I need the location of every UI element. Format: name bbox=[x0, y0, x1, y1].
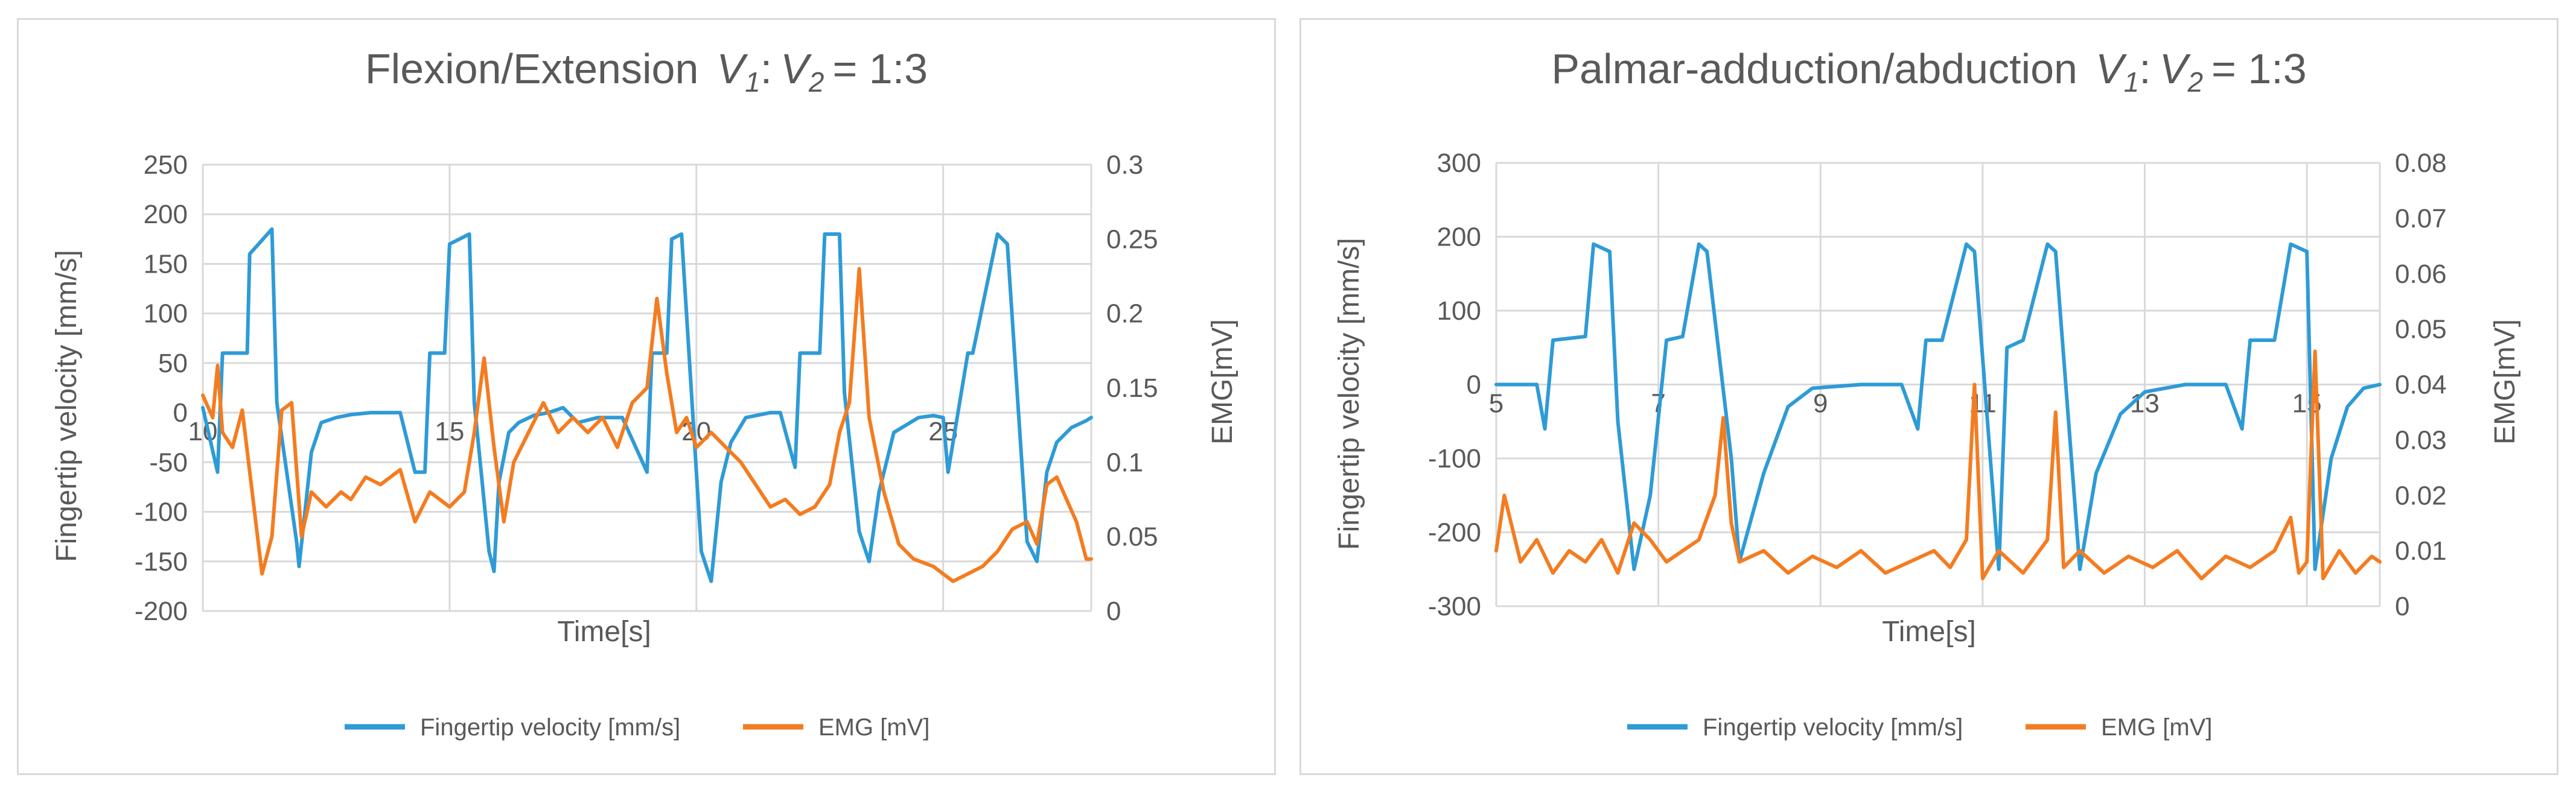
y-tick-left: 200 bbox=[144, 200, 188, 229]
y-tick-left: -50 bbox=[149, 448, 188, 477]
y-tick-left: -100 bbox=[1428, 444, 1481, 474]
y-tick-right: 0.3 bbox=[1106, 150, 1143, 180]
y-tick-left: 250 bbox=[144, 150, 188, 180]
y-tick-right: 0.01 bbox=[2395, 536, 2447, 566]
x-axis-label: Time[s] bbox=[557, 616, 651, 648]
chart-panel-palmar: Palmar-adduction/abduction V1: V2 = 1:3 300… bbox=[1299, 18, 2558, 775]
y-axis-right-label: EMG[mV] bbox=[2489, 319, 2521, 445]
y-tick-right: 0.03 bbox=[2395, 425, 2447, 455]
y-axis-left-label: Fingertip velocity [mm/s] bbox=[51, 250, 83, 562]
y-tick-left: 100 bbox=[144, 299, 188, 329]
series-line-velocity bbox=[201, 227, 1093, 583]
chart-panel-flexion: Flexion/Extension V1: V2 = 1:3 250 200 150 100… bbox=[17, 18, 1276, 775]
y-tick-left: 0 bbox=[173, 398, 188, 428]
legend-velocity-label: Fingertip velocity [mm/s] bbox=[1703, 714, 1963, 741]
y-tick-right: 0.08 bbox=[2395, 148, 2447, 178]
y-tick-right: 0.25 bbox=[1106, 224, 1158, 254]
chart-flexion-svg: Flexion/Extension V1: V2 = 1:3 250200150100… bbox=[51, 45, 1239, 741]
y-tick-left: 50 bbox=[158, 349, 188, 378]
x-tick: 15 bbox=[435, 417, 464, 446]
chart-title: Palmar-adduction/abduction V1: V2 = 1:3 bbox=[1551, 45, 2306, 98]
y-tick-left: 0 bbox=[1467, 370, 1481, 400]
x-tick: 9 bbox=[1813, 389, 1828, 419]
chart-palmar-svg: Palmar-adduction/abduction V1: V2 = 1:3 300… bbox=[1333, 45, 2521, 741]
y-axis-right-label: EMG[mV] bbox=[1207, 319, 1239, 445]
y-tick-left: 100 bbox=[1437, 296, 1481, 326]
x-axis-label: Time[s] bbox=[1882, 616, 1976, 648]
y-tick-left: -200 bbox=[1428, 518, 1481, 548]
y-axis-left-label: Fingertip velocity [mm/s] bbox=[1333, 238, 1365, 550]
y-tick-left: 150 bbox=[144, 249, 188, 279]
y-tick-left: -200 bbox=[135, 597, 188, 626]
legend-emg-label: EMG [mV] bbox=[818, 714, 929, 741]
y-tick-right: 0.05 bbox=[1106, 522, 1158, 552]
y-tick-left: 300 bbox=[1437, 148, 1481, 178]
series-line-velocity bbox=[1494, 242, 2382, 571]
y-tick-right: 0.04 bbox=[2395, 370, 2447, 400]
chart-title: Flexion/Extension V1: V2 = 1:3 bbox=[365, 45, 928, 98]
x-tick: 10 bbox=[188, 417, 218, 446]
y-tick-right: 0 bbox=[2395, 592, 2409, 621]
y-tick-left: -150 bbox=[135, 547, 188, 577]
y-tick-right: 0.06 bbox=[2395, 259, 2447, 289]
y-tick-left: -300 bbox=[1428, 592, 1481, 621]
y-tick-left: 200 bbox=[1437, 223, 1481, 252]
y-tick-right: 0.1 bbox=[1106, 448, 1143, 477]
y-tick-right: 0 bbox=[1106, 597, 1121, 626]
y-tick-right: 0.02 bbox=[2395, 481, 2447, 510]
series-line-emg bbox=[201, 267, 1093, 583]
x-tick: 5 bbox=[1489, 389, 1503, 419]
series-line-emg bbox=[1494, 349, 2382, 581]
y-tick-right: 0.2 bbox=[1106, 299, 1143, 329]
legend-velocity-label: Fingertip velocity [mm/s] bbox=[420, 714, 680, 741]
legend-emg-label: EMG [mV] bbox=[2101, 714, 2212, 741]
y-tick-right: 0.07 bbox=[2395, 204, 2447, 233]
y-tick-right: 0.15 bbox=[1106, 373, 1158, 403]
y-tick-right: 0.05 bbox=[2395, 315, 2447, 344]
y-tick-left: -100 bbox=[135, 498, 188, 527]
